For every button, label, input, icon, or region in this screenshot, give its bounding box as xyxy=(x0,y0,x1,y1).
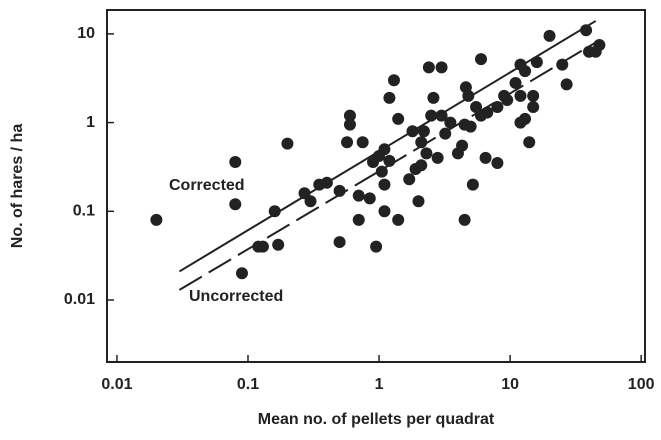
point xyxy=(509,76,522,89)
point xyxy=(593,38,606,51)
point xyxy=(378,143,391,156)
point xyxy=(427,91,440,104)
point xyxy=(341,136,354,149)
point xyxy=(519,112,532,125)
y-tick-label: 10 xyxy=(77,25,95,42)
point xyxy=(580,24,593,37)
point xyxy=(491,100,504,113)
point xyxy=(479,151,492,164)
point xyxy=(527,100,540,113)
y-tick-label: 0.1 xyxy=(73,203,95,220)
point xyxy=(514,89,527,102)
point xyxy=(425,109,438,122)
point xyxy=(406,125,419,138)
x-tick-label: 1 xyxy=(375,376,384,393)
point xyxy=(378,205,391,218)
point xyxy=(422,61,435,74)
point xyxy=(235,267,248,280)
point xyxy=(304,195,317,208)
point xyxy=(256,240,269,253)
point xyxy=(435,61,448,74)
point xyxy=(352,213,365,226)
y-axis-label: No. of hares / ha xyxy=(9,124,26,249)
point xyxy=(491,157,504,170)
point xyxy=(519,65,532,78)
point xyxy=(501,93,514,106)
point xyxy=(320,176,333,189)
point xyxy=(356,136,369,149)
plot-frame xyxy=(106,9,646,363)
x-tick-label: 100 xyxy=(628,376,655,393)
point xyxy=(439,127,452,140)
point xyxy=(412,195,425,208)
point xyxy=(392,112,405,125)
x-tick-label: 10 xyxy=(501,376,519,393)
point xyxy=(475,53,488,66)
point xyxy=(343,118,356,131)
point xyxy=(458,213,471,226)
point xyxy=(383,91,396,104)
point xyxy=(417,125,430,138)
point xyxy=(527,89,540,102)
point xyxy=(415,136,428,149)
point xyxy=(431,151,444,164)
point xyxy=(543,29,556,42)
point xyxy=(378,178,391,191)
point xyxy=(456,139,469,152)
point xyxy=(481,106,494,119)
annotation: Corrected xyxy=(169,177,245,194)
point xyxy=(281,137,294,150)
point xyxy=(383,154,396,167)
point xyxy=(363,192,376,205)
point xyxy=(387,74,400,87)
point xyxy=(370,240,383,253)
point xyxy=(229,198,242,211)
point xyxy=(272,238,285,251)
point xyxy=(333,184,346,197)
annotation: Uncorrected xyxy=(189,288,283,305)
point xyxy=(466,178,479,191)
point xyxy=(462,89,475,102)
point xyxy=(556,58,569,71)
point xyxy=(392,213,405,226)
point xyxy=(343,109,356,122)
point xyxy=(403,173,416,186)
point xyxy=(435,109,448,122)
point xyxy=(229,155,242,168)
y-tick-label: 1 xyxy=(86,114,95,131)
point xyxy=(333,236,346,249)
x-axis-label: Mean no. of pellets per quadrat xyxy=(258,411,495,428)
point xyxy=(560,78,573,91)
point xyxy=(530,56,543,69)
point xyxy=(523,136,536,149)
x-tick-label: 0.01 xyxy=(101,376,132,393)
point xyxy=(150,213,163,226)
point xyxy=(375,165,388,178)
point xyxy=(420,147,433,160)
point xyxy=(268,205,281,218)
point xyxy=(352,189,365,202)
y-tick-label: 0.01 xyxy=(64,291,95,308)
point xyxy=(415,159,428,172)
point xyxy=(444,116,457,129)
x-tick-label: 0.1 xyxy=(237,376,259,393)
point xyxy=(464,120,477,133)
